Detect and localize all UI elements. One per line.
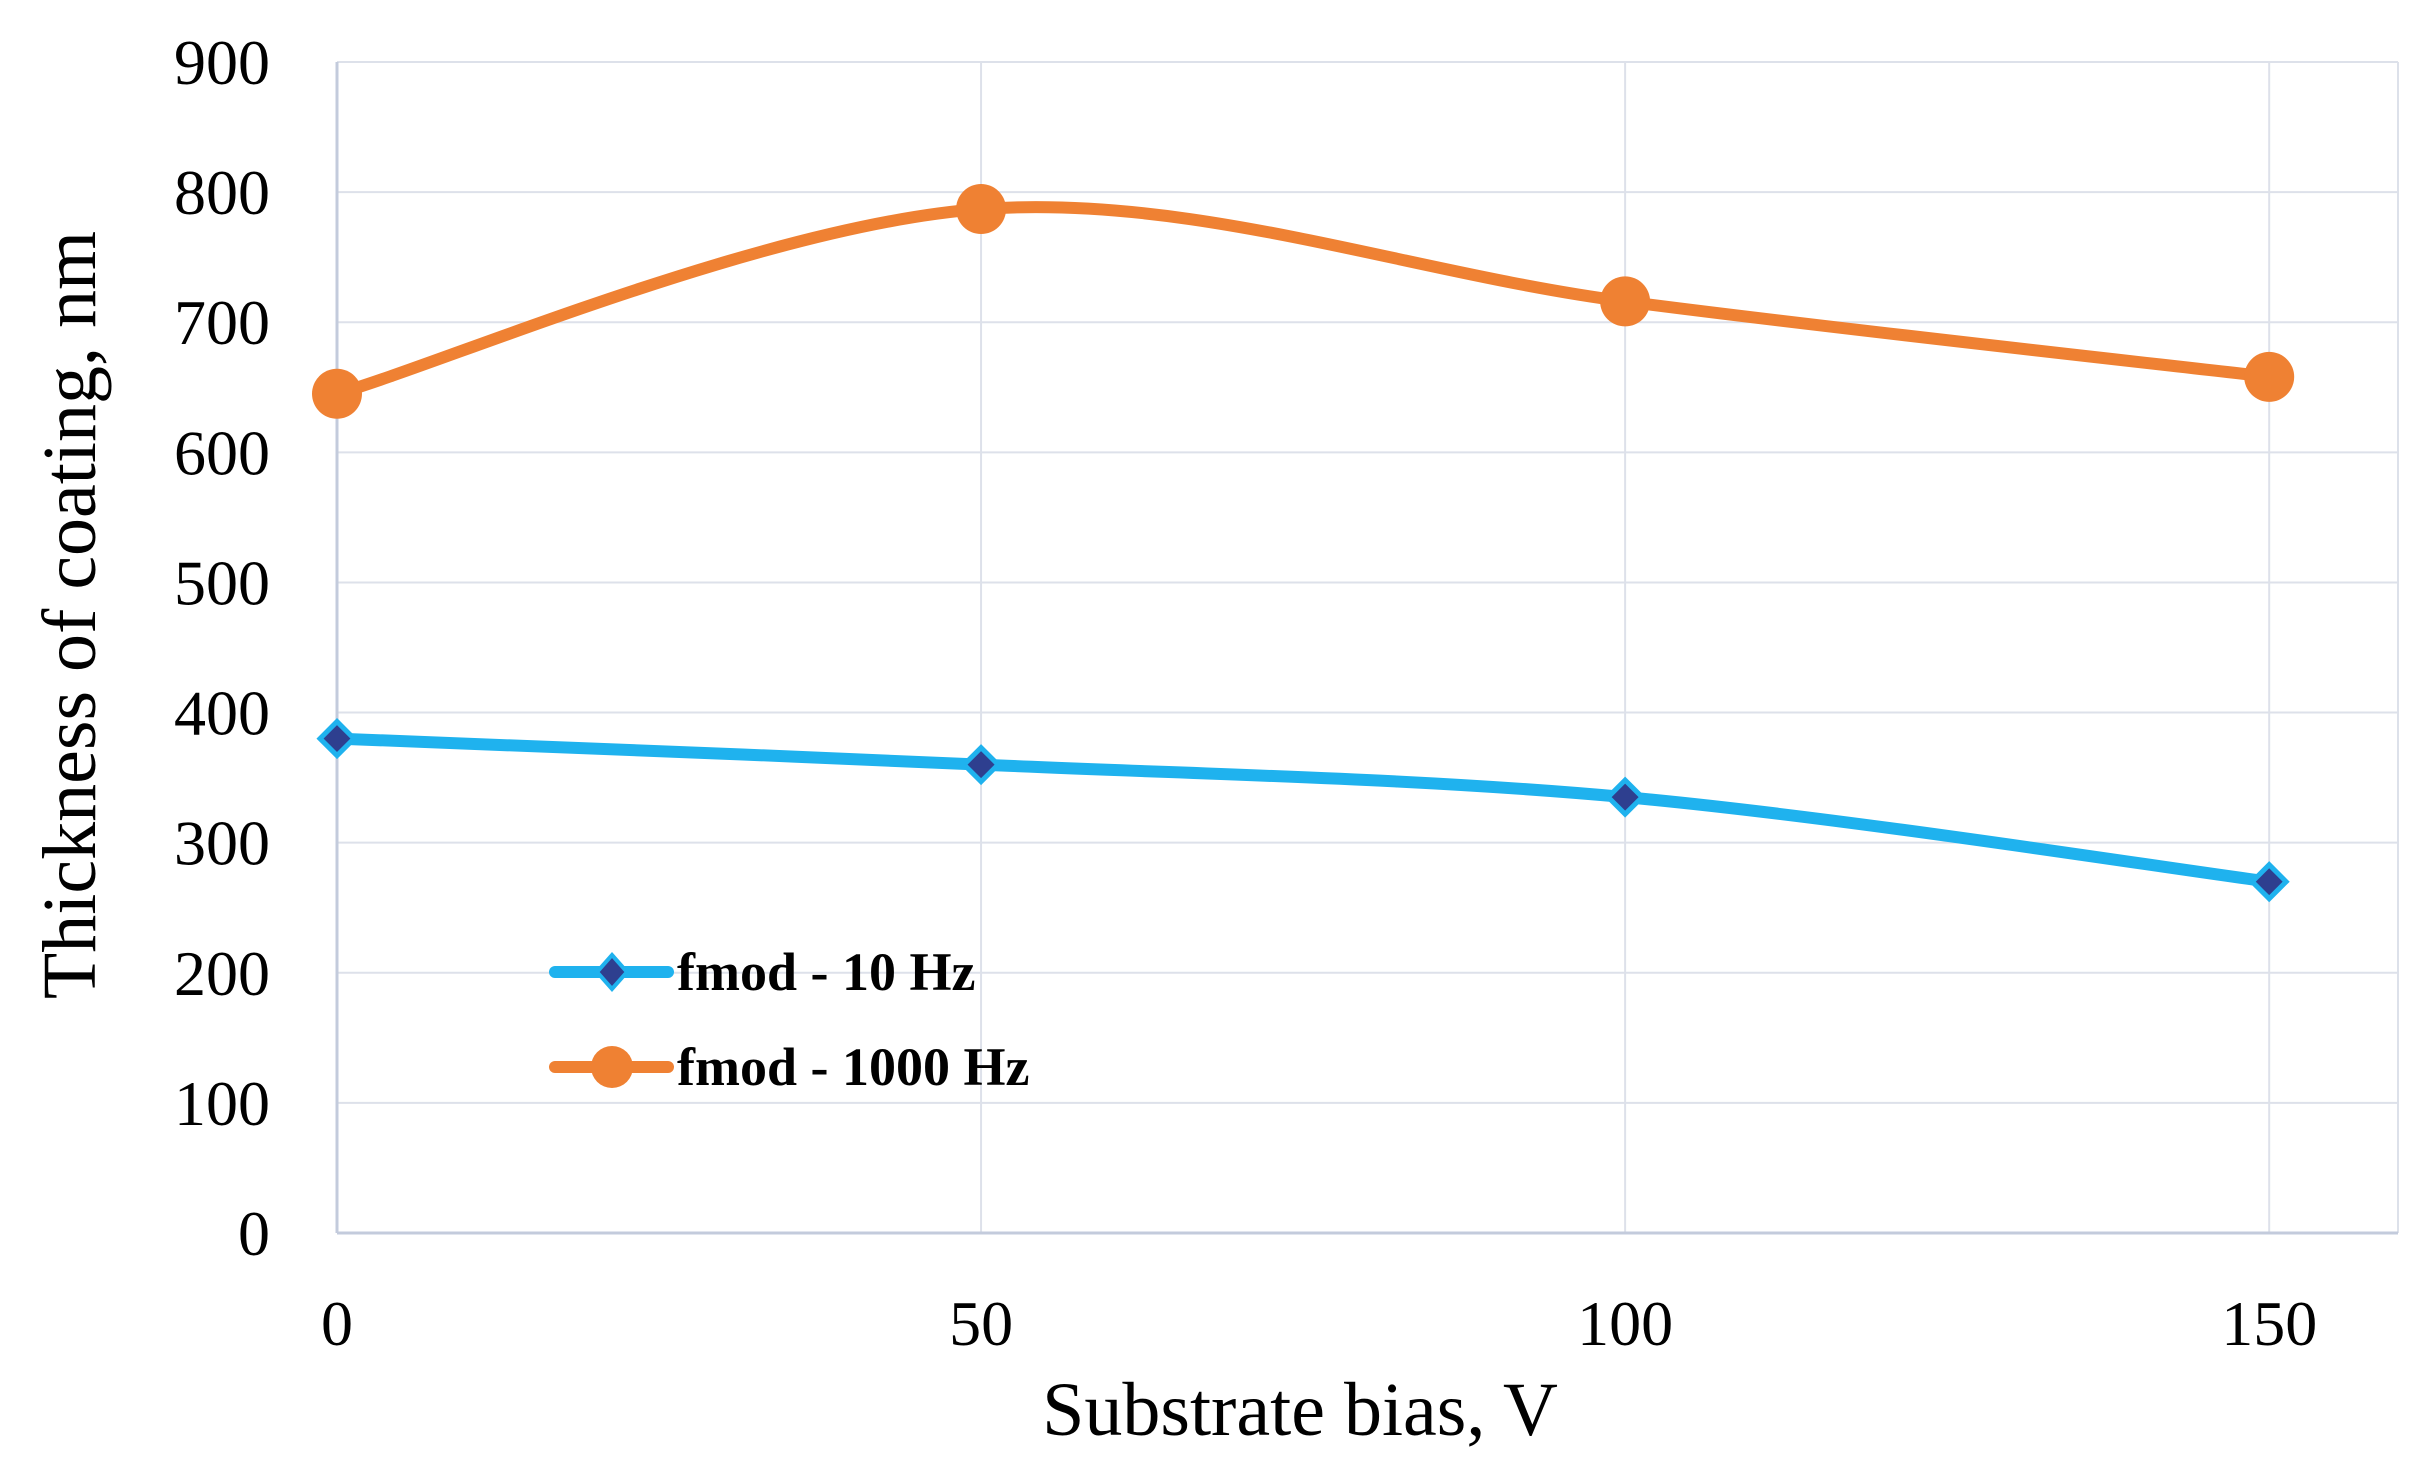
data-point-diamond: [960, 744, 1002, 786]
gridlines: [337, 61, 2399, 1233]
series-lines: [331, 201, 2276, 888]
legend-entry-10hz: fmod - 10 Hz: [549, 942, 975, 1002]
legend-label-1000hz: fmod - 1000 Hz: [677, 1037, 1029, 1097]
axes: [335, 62, 2398, 1235]
y-tick-label: 700: [174, 287, 270, 358]
data-point-circle: [956, 184, 1007, 235]
series-line-1: [331, 201, 2276, 400]
y-tick-label: 600: [174, 417, 270, 488]
x-axis-title: Substrate bias, V: [1042, 1368, 1558, 1452]
data-point-diamond: [2248, 861, 2290, 903]
y-tick-label: 0: [238, 1198, 270, 1269]
y-tick-label: 400: [174, 678, 270, 749]
legend-diamond-marker-icon: [594, 951, 630, 993]
data-point-circle: [1600, 276, 1651, 327]
data-point-diamond: [316, 718, 358, 760]
legend-label-10hz: fmod - 10 Hz: [677, 942, 975, 1002]
y-tick-label: 900: [174, 27, 270, 98]
x-tick-label: 50: [949, 1288, 1013, 1359]
data-point-diamond: [1604, 776, 1646, 818]
x-tick-label: 0: [321, 1288, 353, 1359]
y-tick-label: 200: [174, 938, 270, 1009]
legend-entry-1000hz: fmod - 1000 Hz: [549, 1037, 1029, 1097]
y-tick-label: 300: [174, 808, 270, 879]
legend-circle-marker-icon: [591, 1046, 633, 1088]
y-tick-label: 800: [174, 157, 270, 228]
y-axis-title: Thickness of coating, nm: [28, 231, 112, 999]
tick-labels: 0 100 200 300 400 500 600 700 800 900 0 50 100 150: [174, 27, 2317, 1359]
data-point-circle: [312, 368, 362, 419]
y-tick-label: 100: [174, 1068, 270, 1139]
y-tick-label: 500: [174, 547, 270, 618]
x-tick-label: 150: [2221, 1288, 2317, 1359]
series-line-0: [331, 732, 2276, 888]
x-tick-label: 100: [1577, 1288, 1673, 1359]
series-markers: [312, 184, 2295, 903]
legend: fmod - 10 Hz fmod - 1000 Hz: [549, 942, 1029, 1097]
data-point-circle: [2244, 351, 2295, 402]
